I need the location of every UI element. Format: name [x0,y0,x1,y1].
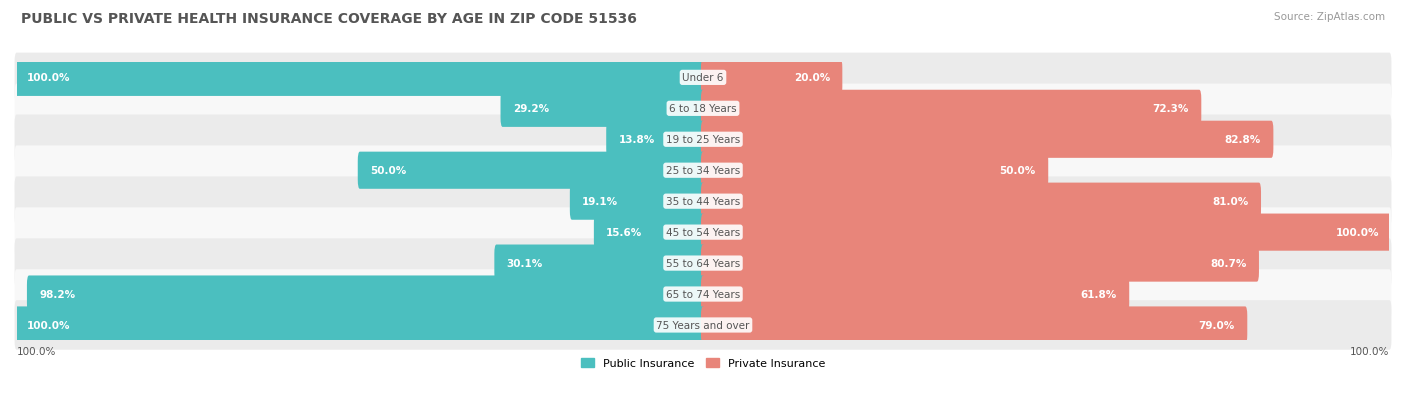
FancyBboxPatch shape [14,59,704,97]
Text: 45 to 54 Years: 45 to 54 Years [666,228,740,237]
FancyBboxPatch shape [702,183,1261,220]
Text: 25 to 34 Years: 25 to 34 Years [666,166,740,176]
FancyBboxPatch shape [14,301,1392,350]
Text: Source: ZipAtlas.com: Source: ZipAtlas.com [1274,12,1385,22]
FancyBboxPatch shape [14,307,704,344]
Text: 100.0%: 100.0% [1336,228,1379,237]
FancyBboxPatch shape [501,90,704,128]
FancyBboxPatch shape [702,90,1201,128]
Text: 6 to 18 Years: 6 to 18 Years [669,104,737,114]
Text: PUBLIC VS PRIVATE HEALTH INSURANCE COVERAGE BY AGE IN ZIP CODE 51536: PUBLIC VS PRIVATE HEALTH INSURANCE COVER… [21,12,637,26]
FancyBboxPatch shape [702,245,1258,282]
FancyBboxPatch shape [14,177,1392,226]
FancyBboxPatch shape [702,307,1247,344]
FancyBboxPatch shape [569,183,704,220]
Text: 100.0%: 100.0% [1350,346,1389,356]
Legend: Public Insurance, Private Insurance: Public Insurance, Private Insurance [581,358,825,368]
FancyBboxPatch shape [606,121,704,159]
Text: 35 to 44 Years: 35 to 44 Years [666,197,740,206]
Text: 81.0%: 81.0% [1212,197,1249,206]
FancyBboxPatch shape [14,239,1392,288]
Text: 82.8%: 82.8% [1225,135,1261,145]
FancyBboxPatch shape [702,276,1129,313]
Text: 98.2%: 98.2% [39,290,76,299]
Text: 50.0%: 50.0% [370,166,406,176]
Text: 55 to 64 Years: 55 to 64 Years [666,259,740,268]
FancyBboxPatch shape [14,53,1392,103]
FancyBboxPatch shape [702,59,842,97]
FancyBboxPatch shape [702,214,1392,251]
FancyBboxPatch shape [14,146,1392,195]
Text: 75 Years and over: 75 Years and over [657,320,749,330]
Text: 15.6%: 15.6% [606,228,643,237]
FancyBboxPatch shape [14,115,1392,165]
FancyBboxPatch shape [14,84,1392,134]
Text: 19 to 25 Years: 19 to 25 Years [666,135,740,145]
FancyBboxPatch shape [357,152,704,189]
Text: 50.0%: 50.0% [1000,166,1036,176]
FancyBboxPatch shape [495,245,704,282]
Text: 30.1%: 30.1% [506,259,543,268]
Text: 13.8%: 13.8% [619,135,655,145]
Text: 79.0%: 79.0% [1199,320,1234,330]
FancyBboxPatch shape [14,270,1392,319]
FancyBboxPatch shape [702,152,1049,189]
Text: 20.0%: 20.0% [794,73,830,83]
FancyBboxPatch shape [14,208,1392,257]
FancyBboxPatch shape [702,121,1274,159]
Text: 100.0%: 100.0% [27,320,70,330]
Text: 100.0%: 100.0% [17,346,56,356]
Text: 72.3%: 72.3% [1153,104,1189,114]
Text: 61.8%: 61.8% [1081,290,1116,299]
Text: 65 to 74 Years: 65 to 74 Years [666,290,740,299]
Text: 80.7%: 80.7% [1211,259,1247,268]
Text: Under 6: Under 6 [682,73,724,83]
FancyBboxPatch shape [27,276,704,313]
Text: 19.1%: 19.1% [582,197,619,206]
Text: 29.2%: 29.2% [513,104,548,114]
FancyBboxPatch shape [593,214,704,251]
Text: 100.0%: 100.0% [27,73,70,83]
